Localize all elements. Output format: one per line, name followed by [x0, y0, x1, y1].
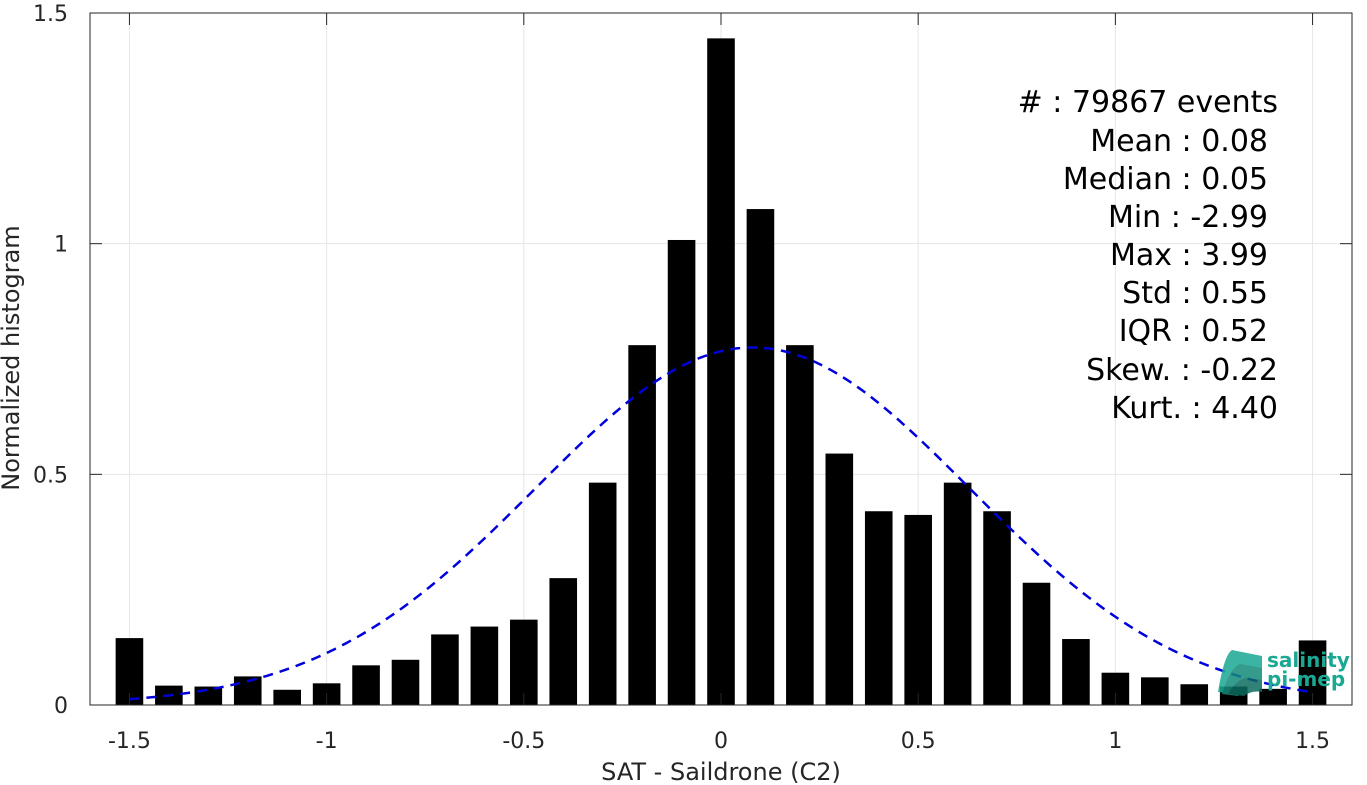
- histogram-bar: [1259, 688, 1287, 705]
- histogram-bar: [431, 634, 459, 705]
- stat-skew: Skew. : -0.22: [1086, 353, 1278, 388]
- fit-curve-layer: [129, 346, 1313, 701]
- histogram-bar: [904, 514, 932, 705]
- stat-median: Median : 0.05: [1063, 162, 1268, 197]
- logo-text-line2: pi-mep: [1267, 667, 1345, 691]
- histogram-bar: [588, 482, 617, 705]
- logo-wave-icon: [1218, 650, 1262, 696]
- y-tick-label: 1.5: [33, 2, 68, 27]
- x-tick-label: 0: [714, 729, 728, 754]
- x-axis-label: SAT - Saildrone (C2): [601, 758, 841, 785]
- histogram-bar: [391, 659, 420, 705]
- histogram-bar: [707, 38, 735, 705]
- stat-events: # : 79867 events: [1018, 85, 1278, 120]
- histogram-bar: [549, 578, 578, 705]
- x-tick-label: 1.5: [1295, 729, 1330, 754]
- histogram-bar: [786, 345, 814, 705]
- histogram-bar: [628, 345, 656, 705]
- histogram-bar: [746, 209, 775, 706]
- x-axis-ticks: -1.5 -1 -0.5 0 0.5 1 1.5: [108, 13, 1330, 754]
- y-tick-label: 0: [54, 694, 68, 719]
- histogram-bar: [273, 689, 301, 705]
- statistics-box: # : 79867 events Mean : 0.08 Median : 0.…: [1018, 85, 1278, 426]
- histogram-bar: [1180, 684, 1209, 705]
- histogram-bar: [667, 239, 696, 705]
- stat-kurt: Kurt. : 4.40: [1111, 391, 1278, 426]
- stat-max: Max : 3.99: [1110, 238, 1268, 273]
- x-tick-label: -1.5: [108, 729, 151, 754]
- stat-std: Std : 0.55: [1122, 276, 1268, 311]
- stat-mean: Mean : 0.08: [1090, 124, 1268, 159]
- logo-text-line1: salinity: [1267, 648, 1350, 672]
- histogram-bar: [1141, 677, 1169, 705]
- histogram-bar: [352, 665, 380, 705]
- x-tick-label: 1: [1108, 729, 1122, 754]
- stat-iqr: IQR : 0.52: [1119, 314, 1268, 349]
- x-tick-label: -0.5: [502, 729, 545, 754]
- histogram-bar: [510, 619, 538, 705]
- bars: [115, 38, 1327, 706]
- x-tick-label: -1: [316, 729, 338, 754]
- histogram-bar: [1022, 582, 1051, 705]
- histogram-bar: [864, 511, 893, 705]
- histogram-bar: [470, 626, 499, 705]
- stat-min: Min : -2.99: [1108, 200, 1268, 235]
- x-tick-label: 0.5: [901, 729, 936, 754]
- y-axis-ticks: 0 0.5 1 1.5: [33, 2, 1352, 719]
- histogram-bar: [1062, 639, 1090, 705]
- histogram-bar: [825, 453, 854, 705]
- y-axis-label: Normalized histogram: [0, 225, 25, 490]
- y-tick-label: 0.5: [33, 463, 68, 488]
- histogram-bar: [943, 482, 972, 705]
- salinity-pi-mep-logo: salinity pi-mep: [1218, 648, 1350, 696]
- fit-curve: [129, 346, 1313, 701]
- histogram-bar: [194, 686, 223, 705]
- y-tick-label: 1: [54, 233, 68, 258]
- histogram-bar: [983, 511, 1011, 705]
